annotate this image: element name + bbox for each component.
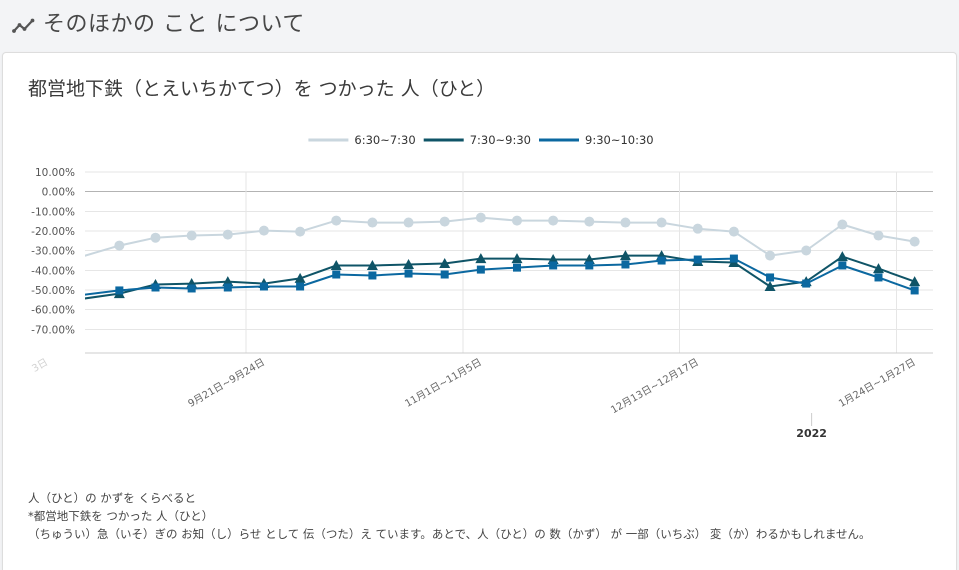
data-point-marker[interactable]	[765, 250, 776, 261]
data-point-marker[interactable]	[873, 230, 884, 241]
data-point-marker[interactable]	[368, 271, 377, 280]
legend-item[interactable]: 9:30~10:30	[539, 133, 654, 147]
legend-label: 6:30~7:30	[354, 133, 415, 147]
section-title: そのほかの こと について	[43, 12, 305, 37]
data-point-marker[interactable]	[259, 282, 268, 291]
data-point-marker[interactable]	[295, 226, 306, 237]
data-point-marker[interactable]	[585, 261, 594, 270]
data-point-marker[interactable]	[187, 284, 196, 293]
data-point-marker[interactable]	[874, 273, 883, 282]
legend-item[interactable]: 6:30~7:30	[308, 133, 416, 147]
data-point-marker[interactable]	[296, 282, 305, 291]
data-point-marker[interactable]	[404, 269, 413, 278]
data-point-marker[interactable]	[620, 217, 631, 228]
data-point-marker[interactable]	[802, 279, 811, 288]
data-point-marker[interactable]	[332, 270, 341, 279]
legend-label: 7:30~9:30	[470, 133, 531, 147]
data-point-marker[interactable]	[692, 223, 703, 234]
legend-label: 9:30~10:30	[585, 133, 654, 147]
data-point-marker[interactable]	[331, 215, 342, 226]
data-point-marker[interactable]	[513, 263, 521, 272]
data-point-marker[interactable]	[729, 254, 738, 263]
data-point-marker[interactable]	[151, 283, 160, 292]
data-point-marker[interactable]	[150, 232, 161, 243]
data-point-marker[interactable]	[115, 286, 124, 295]
data-point-marker[interactable]	[656, 217, 667, 228]
chart-title: 都営地下鉄（とえいちかてつ）を つかった 人（ひと）	[28, 78, 496, 100]
data-point-marker[interactable]	[258, 225, 269, 236]
data-point-marker[interactable]	[657, 256, 666, 265]
note-line: 人（ひと）の かずを くらべると	[28, 491, 196, 505]
data-point-marker[interactable]	[693, 255, 702, 264]
data-point-marker[interactable]	[766, 273, 775, 282]
data-point-marker[interactable]	[512, 215, 522, 226]
series-markers	[115, 254, 919, 295]
data-point-marker[interactable]	[909, 236, 920, 247]
series-markers	[114, 212, 920, 261]
data-point-marker[interactable]	[186, 230, 197, 241]
data-point-marker[interactable]	[728, 226, 739, 237]
data-point-marker[interactable]	[837, 219, 848, 230]
chart-notes: 人（ひと）の かずを くらべると *都営地下鉄を つかった 人（ひと） （ちゅう…	[28, 489, 871, 543]
data-point-marker[interactable]	[838, 261, 847, 270]
data-point-marker[interactable]	[801, 245, 812, 256]
legend-item[interactable]: 7:30~9:30	[423, 133, 531, 147]
data-point-marker[interactable]	[621, 260, 630, 269]
note-line: *都営地下鉄を つかった 人（ひと）	[28, 509, 214, 523]
data-point-marker[interactable]	[439, 216, 450, 227]
data-point-marker[interactable]	[367, 217, 378, 228]
data-point-marker[interactable]	[403, 217, 414, 228]
data-point-marker[interactable]	[440, 270, 449, 279]
data-point-marker[interactable]	[476, 265, 485, 274]
data-point-marker[interactable]	[584, 216, 595, 227]
section-header: そのほかの こと について	[0, 0, 959, 51]
note-line: （ちゅうい）急（いそ）ぎの お知（し）らせ として 伝（つた）え ています。あと…	[28, 527, 871, 541]
data-point-marker[interactable]	[549, 261, 558, 270]
chart-line-icon	[12, 16, 36, 36]
chart-card: 都営地下鉄（とえいちかてつ）を つかった 人（ひと） 人（ひと）の かずを くら…	[2, 52, 957, 570]
data-point-marker[interactable]	[223, 283, 232, 292]
data-point-marker[interactable]	[548, 215, 559, 226]
data-point-marker[interactable]	[475, 212, 486, 223]
data-point-marker[interactable]	[910, 286, 919, 295]
legend: 6:30~7:30 7:30~9:30 9:30~10:30	[308, 133, 654, 147]
data-point-marker[interactable]	[222, 229, 233, 240]
data-point-marker[interactable]	[114, 240, 125, 251]
